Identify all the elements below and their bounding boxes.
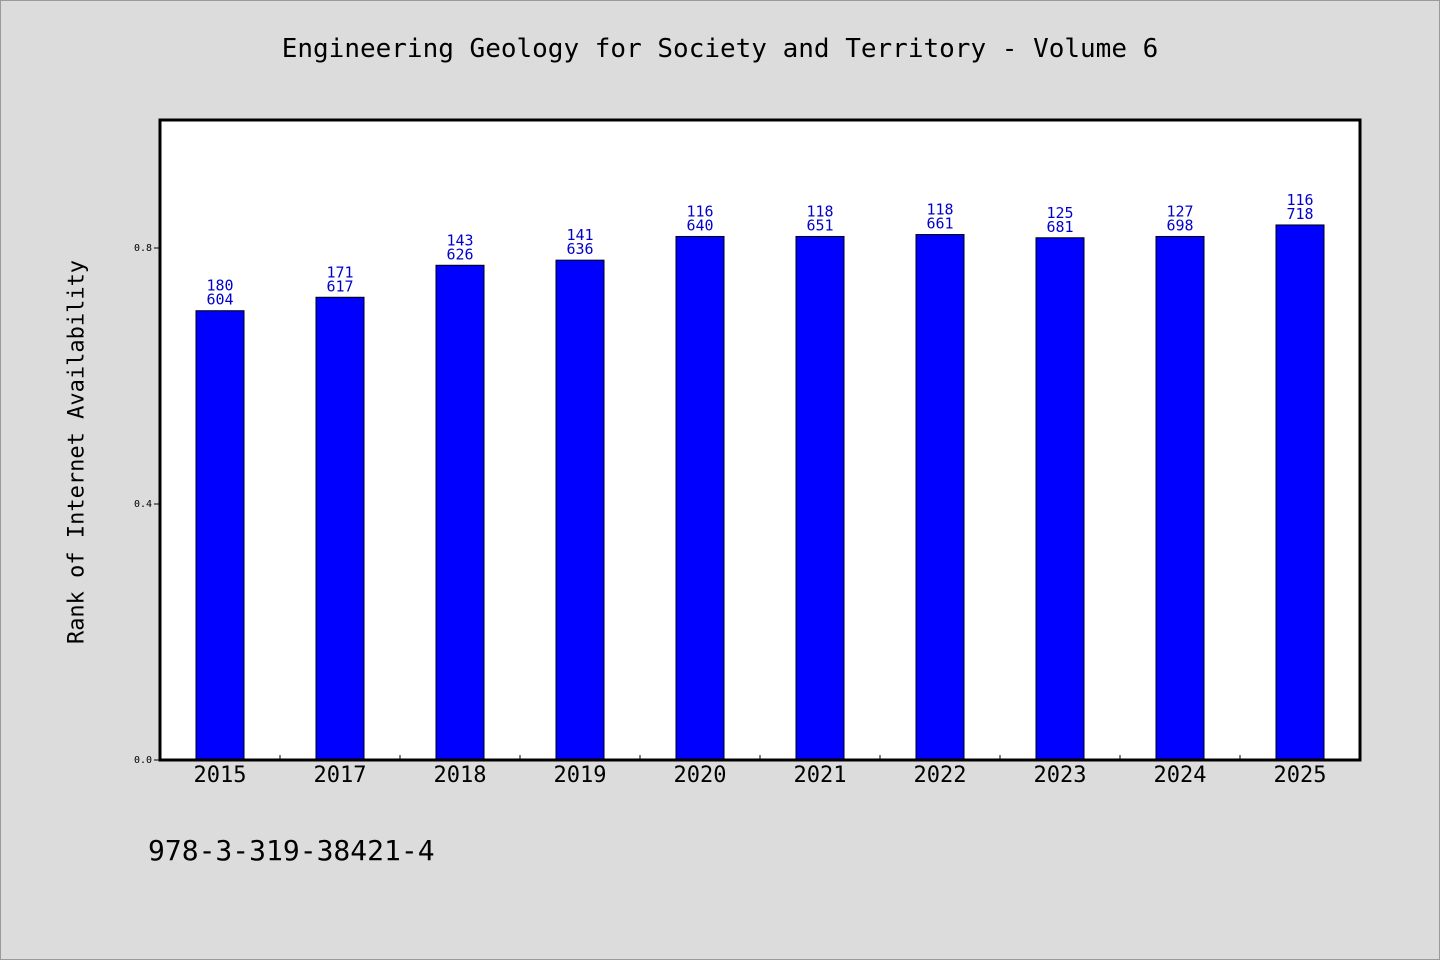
x-tick-label: 2023 [1034,763,1087,788]
data-label-top: 171 [326,263,353,281]
x-tick-label: 2015 [194,763,247,788]
data-label-bottom: 681 [1046,218,1073,236]
data-label-top: 116 [686,202,713,220]
x-tick-label: 2019 [554,763,607,788]
data-label-top: 141 [566,226,593,244]
chart-title: Engineering Geology for Society and Terr… [281,34,1159,64]
isbn-text: 978-3-319-38421-4 [148,834,435,867]
data-label-top: 180 [206,277,233,295]
data-label-top: 116 [1286,191,1313,209]
y-tick-label: 0.0 [134,755,152,766]
data-label-top: 118 [806,202,833,220]
bar [1275,224,1325,761]
data-label-bottom: 718 [1286,205,1313,223]
x-tick-label: 2024 [1154,763,1207,788]
bar [915,234,965,761]
x-tick-label: 2022 [914,763,967,788]
bar [1035,237,1085,761]
bar [435,264,485,761]
plot-border [158,118,1362,762]
data-label-top: 127 [1166,202,1193,220]
data-label-bottom: 617 [326,277,353,295]
data-label-top: 125 [1046,204,1073,222]
y-tick-label: 0.4 [134,499,152,510]
data-label-bottom: 604 [206,291,233,309]
y-tick-label: 0.8 [134,243,152,254]
x-tick-label: 2017 [314,763,367,788]
x-tick-label: 2025 [1274,763,1327,788]
data-label-bottom: 651 [806,216,833,234]
x-tick-label: 2020 [674,763,727,788]
bar [675,235,725,761]
bar [795,235,845,761]
bar [315,296,365,761]
data-label-bottom: 636 [566,240,593,258]
data-label-bottom: 626 [446,245,473,263]
bar [1155,235,1205,761]
bars [195,224,1325,761]
bar [555,259,605,761]
bar [195,310,245,761]
x-tick-label: 2018 [434,763,487,788]
data-label-bottom: 661 [926,215,953,233]
data-label-top: 118 [926,201,953,219]
x-tick-label: 2021 [794,763,847,788]
data-label-bottom: 640 [686,216,713,234]
data-label-bottom: 698 [1166,216,1193,234]
data-label-top: 143 [446,231,473,249]
